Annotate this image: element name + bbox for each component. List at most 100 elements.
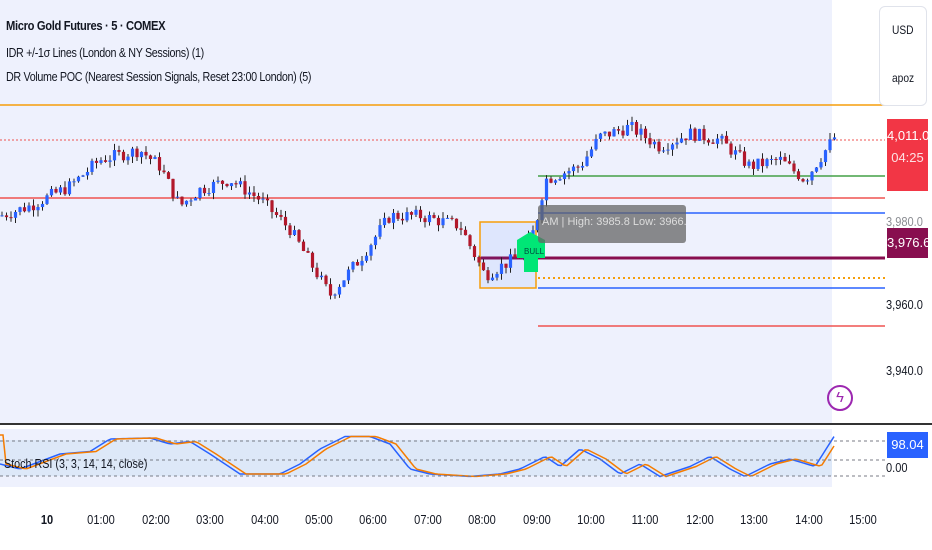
price-label: 3,960.0 — [886, 297, 923, 312]
candle — [414, 209, 418, 215]
candle — [724, 135, 729, 144]
indicator-idr-legend[interactable]: IDR +/-1σ Lines (London & NY Sessions) (… — [6, 46, 204, 60]
time-label: 10 — [40, 512, 54, 527]
candle — [765, 159, 769, 167]
candle — [40, 203, 45, 208]
candle — [333, 294, 337, 296]
candle — [270, 200, 274, 213]
candle — [360, 260, 364, 266]
candle — [193, 198, 198, 201]
time-label: 06:00 — [359, 512, 388, 527]
candle — [243, 181, 247, 195]
candle — [220, 180, 225, 184]
candle — [238, 181, 243, 185]
candle — [171, 178, 175, 198]
candle — [297, 230, 301, 242]
candle — [396, 212, 400, 219]
candle — [454, 218, 459, 229]
candle — [45, 195, 49, 204]
candle — [265, 198, 270, 201]
candle — [144, 151, 148, 156]
time-label: 07:00 — [413, 512, 442, 527]
stoch-value-tag: 98.04 — [887, 432, 928, 458]
candle — [198, 187, 202, 199]
candle — [310, 252, 315, 268]
candle — [49, 188, 54, 196]
candle — [459, 228, 463, 230]
candle — [801, 179, 805, 182]
poc-price-tag: 3,976.6 — [887, 228, 930, 258]
candle — [279, 215, 283, 217]
candle — [261, 198, 265, 200]
candle — [126, 156, 130, 161]
candle — [418, 209, 423, 219]
candle — [571, 166, 576, 172]
candle — [445, 217, 450, 219]
candle — [94, 160, 99, 163]
candle — [603, 131, 607, 134]
candle — [666, 149, 670, 151]
candle — [738, 150, 742, 152]
candle — [256, 195, 261, 200]
price-label: 3,940.0 — [886, 363, 923, 378]
indicator-poc-legend[interactable]: DR Volume POC (Nearest Session Signals, … — [6, 70, 312, 84]
time-label: 10:00 — [577, 512, 605, 527]
lightning-icon[interactable]: ϟ — [827, 385, 853, 411]
candle — [819, 162, 823, 168]
candle — [378, 225, 382, 237]
candle — [18, 207, 22, 212]
candle — [729, 143, 733, 155]
candle — [499, 263, 504, 274]
candle — [202, 187, 207, 194]
candle — [783, 156, 787, 162]
candle — [814, 167, 819, 172]
candle — [382, 217, 387, 226]
stoch-d-line — [0, 434, 835, 478]
candle — [828, 139, 832, 151]
candle — [675, 142, 679, 145]
candle — [643, 128, 648, 139]
candle — [774, 158, 778, 160]
candle — [63, 187, 67, 195]
candle — [22, 207, 27, 212]
candle — [427, 215, 432, 223]
candle — [328, 284, 333, 296]
candle — [585, 156, 589, 166]
candle — [405, 212, 409, 221]
candle — [148, 155, 153, 159]
candle — [135, 148, 139, 158]
candle — [364, 255, 369, 261]
candle — [733, 150, 738, 155]
candle — [373, 236, 378, 246]
candle — [607, 131, 612, 137]
candle — [121, 151, 126, 161]
candle — [139, 151, 144, 158]
candle — [153, 157, 157, 159]
candle — [346, 269, 351, 281]
candle — [184, 200, 189, 205]
symbol-title[interactable]: Micro Gold Futures · 5 · COMEX — [6, 18, 166, 33]
bull-signal-label: BULL — [524, 247, 545, 256]
candle — [472, 246, 477, 258]
candle — [747, 161, 751, 166]
candle — [400, 218, 405, 221]
candle — [508, 254, 513, 268]
stoch-rsi-legend[interactable]: Stoch RSI (3, 3, 14, 14, close) — [4, 457, 148, 471]
candle — [486, 270, 490, 281]
candle — [792, 163, 796, 172]
last-price-tag: 4,011.0 04:25 — [887, 119, 929, 191]
candle — [598, 133, 603, 139]
candle — [756, 158, 760, 169]
candle — [441, 218, 445, 226]
session-tooltip: AM | High: 3985.8 Low: 3966.2 POC: 3968.… — [538, 205, 686, 243]
candle — [751, 161, 756, 169]
candle — [324, 275, 328, 285]
candle — [567, 171, 571, 174]
candle — [594, 138, 598, 150]
candle — [769, 158, 774, 160]
candle — [670, 144, 675, 150]
candle — [306, 251, 310, 253]
candle — [535, 220, 540, 231]
currency-unit-selector[interactable]: USD apoz — [879, 6, 927, 106]
